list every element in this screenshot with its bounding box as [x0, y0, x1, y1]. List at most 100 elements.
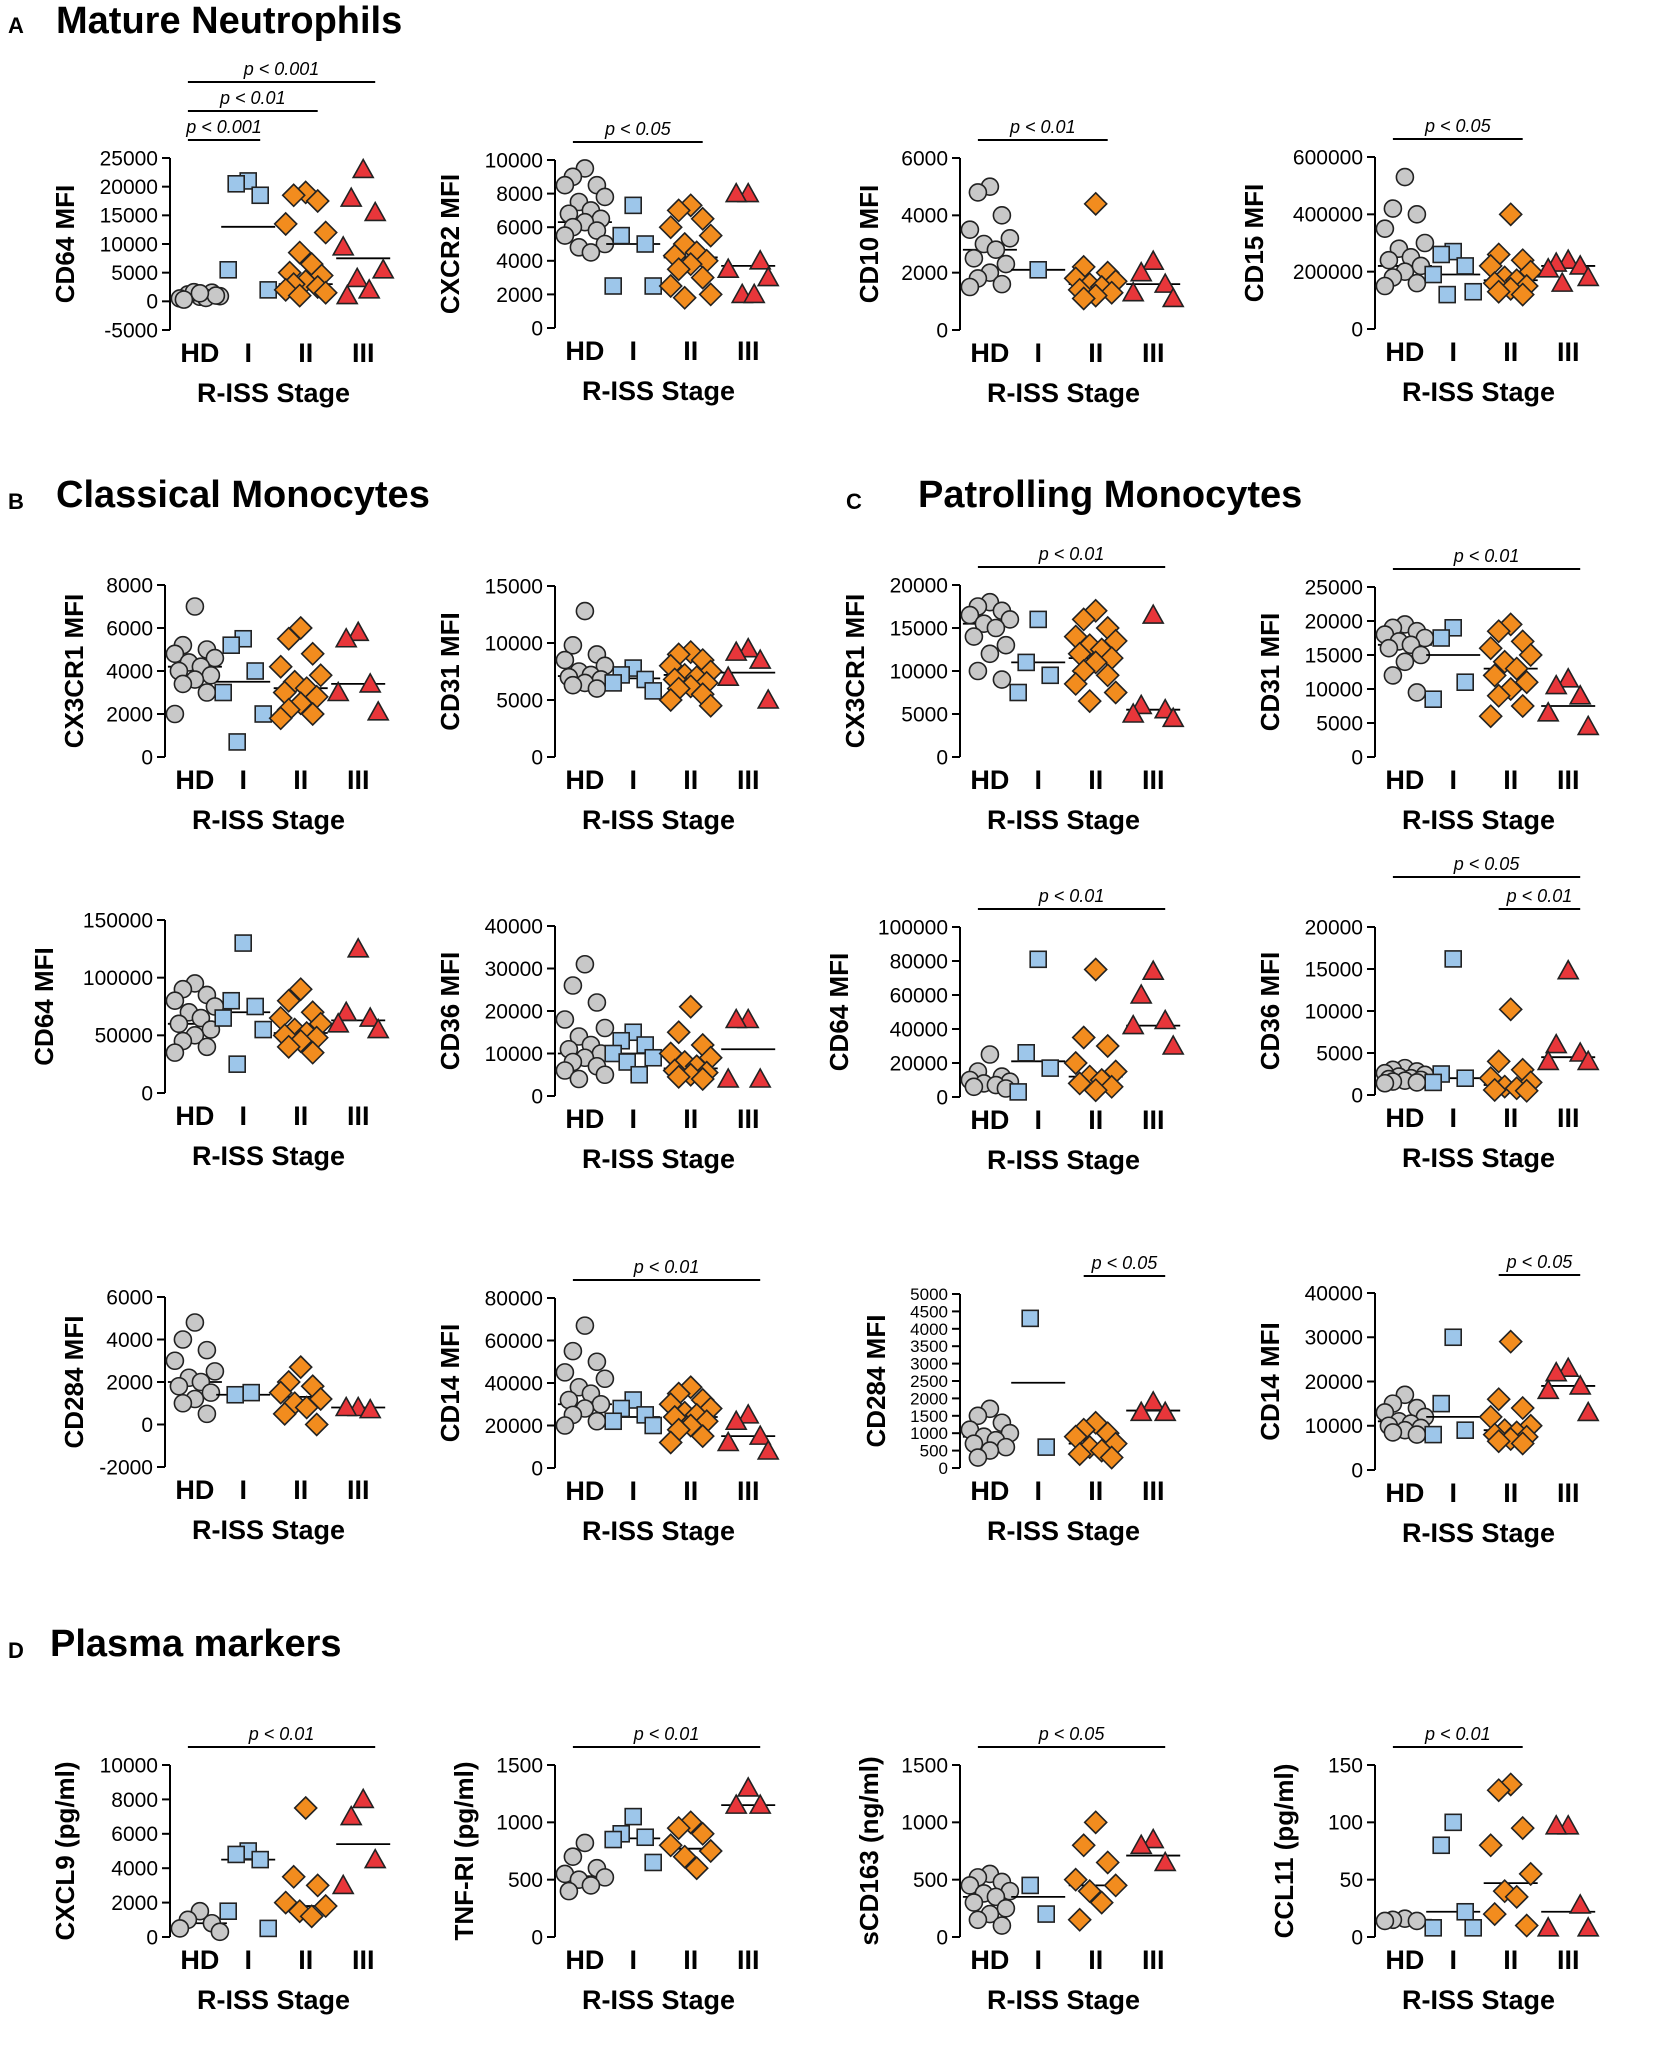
data-point-I	[1424, 1425, 1442, 1444]
data-point-III	[358, 1397, 382, 1419]
y-tick-label: 100	[1328, 1812, 1363, 1835]
x-tick-label-III: III	[737, 1945, 760, 1975]
y-tick-label: 6000	[901, 147, 948, 170]
data-point-HD	[1407, 1425, 1427, 1444]
data-point-I	[1444, 1328, 1462, 1347]
significance-label: p < 0.01	[1038, 886, 1105, 906]
y-tick-label: 6000	[106, 617, 153, 640]
data-point-I	[222, 991, 240, 1010]
data-point-I	[228, 733, 246, 751]
data-point-II	[300, 1040, 325, 1065]
data-point-III	[1544, 1814, 1568, 1835]
data-point-HD	[1407, 1073, 1427, 1092]
data-point-II	[276, 988, 301, 1013]
data-point-III	[345, 266, 369, 288]
x-axis-label: R-ISS Stage	[987, 1145, 1140, 1175]
y-tick-label: 5000	[496, 689, 543, 712]
data-point-II	[1482, 1077, 1507, 1103]
data-point-II	[305, 1873, 330, 1898]
data-point-II	[276, 626, 301, 651]
y-tick-label: 60000	[890, 984, 948, 1007]
data-point-HD	[595, 187, 615, 207]
data-point-HD	[964, 1077, 984, 1097]
data-point-III	[1576, 1400, 1600, 1422]
y-tick-label: 20000	[1305, 1371, 1363, 1394]
x-axis-label: R-ISS Stage	[582, 376, 735, 406]
data-point-III	[724, 640, 748, 661]
data-point-III	[736, 1776, 760, 1797]
y-tick-label: 40000	[890, 1018, 948, 1041]
data-point-III	[331, 235, 355, 256]
data-point-II	[1518, 642, 1543, 668]
data-point-I	[1021, 1876, 1040, 1895]
data-point-HD	[185, 597, 205, 616]
data-point-II	[1063, 1867, 1088, 1892]
data-point-III	[756, 688, 780, 709]
data-point-III	[1536, 257, 1560, 278]
data-point-III	[1544, 1361, 1568, 1382]
data-point-II	[1514, 1913, 1539, 1938]
x-tick-label-I: I	[1034, 338, 1042, 368]
x-tick-label-III: III	[737, 1476, 760, 1506]
x-axis-label: R-ISS Stage	[582, 1985, 735, 2015]
data-point-HD	[575, 1316, 595, 1335]
data-point-II	[1077, 1879, 1102, 1904]
x-tick-label-HD: HD	[1385, 1103, 1424, 1133]
data-point-HD	[190, 284, 210, 303]
data-point-II	[294, 1395, 319, 1420]
data-point-HD	[197, 1340, 217, 1360]
data-point-III	[1556, 959, 1580, 980]
data-point-HD	[587, 1352, 607, 1372]
y-tick-label: 200000	[1293, 261, 1363, 284]
x-tick-label-III: III	[1142, 338, 1165, 368]
data-point-HD	[206, 286, 226, 305]
data-point-HD	[980, 1045, 1000, 1064]
data-point-III	[724, 181, 748, 203]
y-tick-label: 4000	[910, 1320, 948, 1339]
data-point-HD	[1383, 199, 1403, 218]
y-axis-label: CD10 MFI	[854, 185, 884, 303]
data-point-HD	[1375, 1911, 1395, 1931]
y-tick-label: 4500	[910, 1302, 948, 1321]
data-point-HD	[575, 1833, 595, 1853]
x-axis-label: R-ISS Stage	[987, 1985, 1140, 2015]
data-point-III	[756, 265, 780, 287]
data-point-II	[1510, 282, 1535, 307]
x-tick-label-HD: HD	[565, 336, 604, 366]
data-point-I	[259, 1919, 278, 1938]
x-tick-label-I: I	[629, 1945, 637, 1975]
data-point-HD	[591, 1394, 611, 1414]
data-point-HD	[169, 1376, 189, 1396]
data-point-I	[1444, 1813, 1462, 1832]
data-point-I	[1021, 1309, 1040, 1328]
data-point-HD	[595, 1868, 615, 1887]
y-tick-label: 4000	[111, 1858, 158, 1881]
x-tick-label-III: III	[352, 338, 375, 368]
y-tick-label: 8000	[496, 183, 543, 206]
x-tick-label-III: III	[1142, 765, 1165, 795]
data-point-HD	[555, 1363, 575, 1382]
data-point-II	[1518, 1861, 1543, 1887]
y-axis-label: CD284 MFI	[59, 1316, 89, 1449]
data-point-I	[254, 1020, 272, 1039]
data-point-III	[1556, 667, 1580, 688]
data-point-I	[1438, 285, 1456, 304]
data-point-I	[254, 705, 272, 723]
data-point-II	[658, 1833, 683, 1858]
data-point-III	[748, 1424, 772, 1445]
x-axis-label: R-ISS Stage	[1402, 1143, 1555, 1173]
x-tick-label-I: I	[239, 765, 247, 795]
data-point-HD	[964, 627, 984, 646]
y-tick-label: 0	[1351, 318, 1363, 341]
x-axis-label: R-ISS Stage	[987, 1516, 1140, 1546]
data-point-II	[1089, 1890, 1114, 1915]
data-point-II	[299, 1904, 324, 1929]
y-tick-label: 20000	[1305, 610, 1363, 633]
data-point-II	[698, 693, 723, 718]
data-point-HD	[992, 274, 1012, 294]
data-point-III	[1576, 714, 1600, 736]
y-tick-label: 150	[1328, 1754, 1363, 1777]
x-tick-label-I: I	[1449, 1478, 1457, 1508]
y-tick-label: 8000	[111, 1789, 158, 1812]
y-tick-label: 15000	[890, 617, 948, 640]
